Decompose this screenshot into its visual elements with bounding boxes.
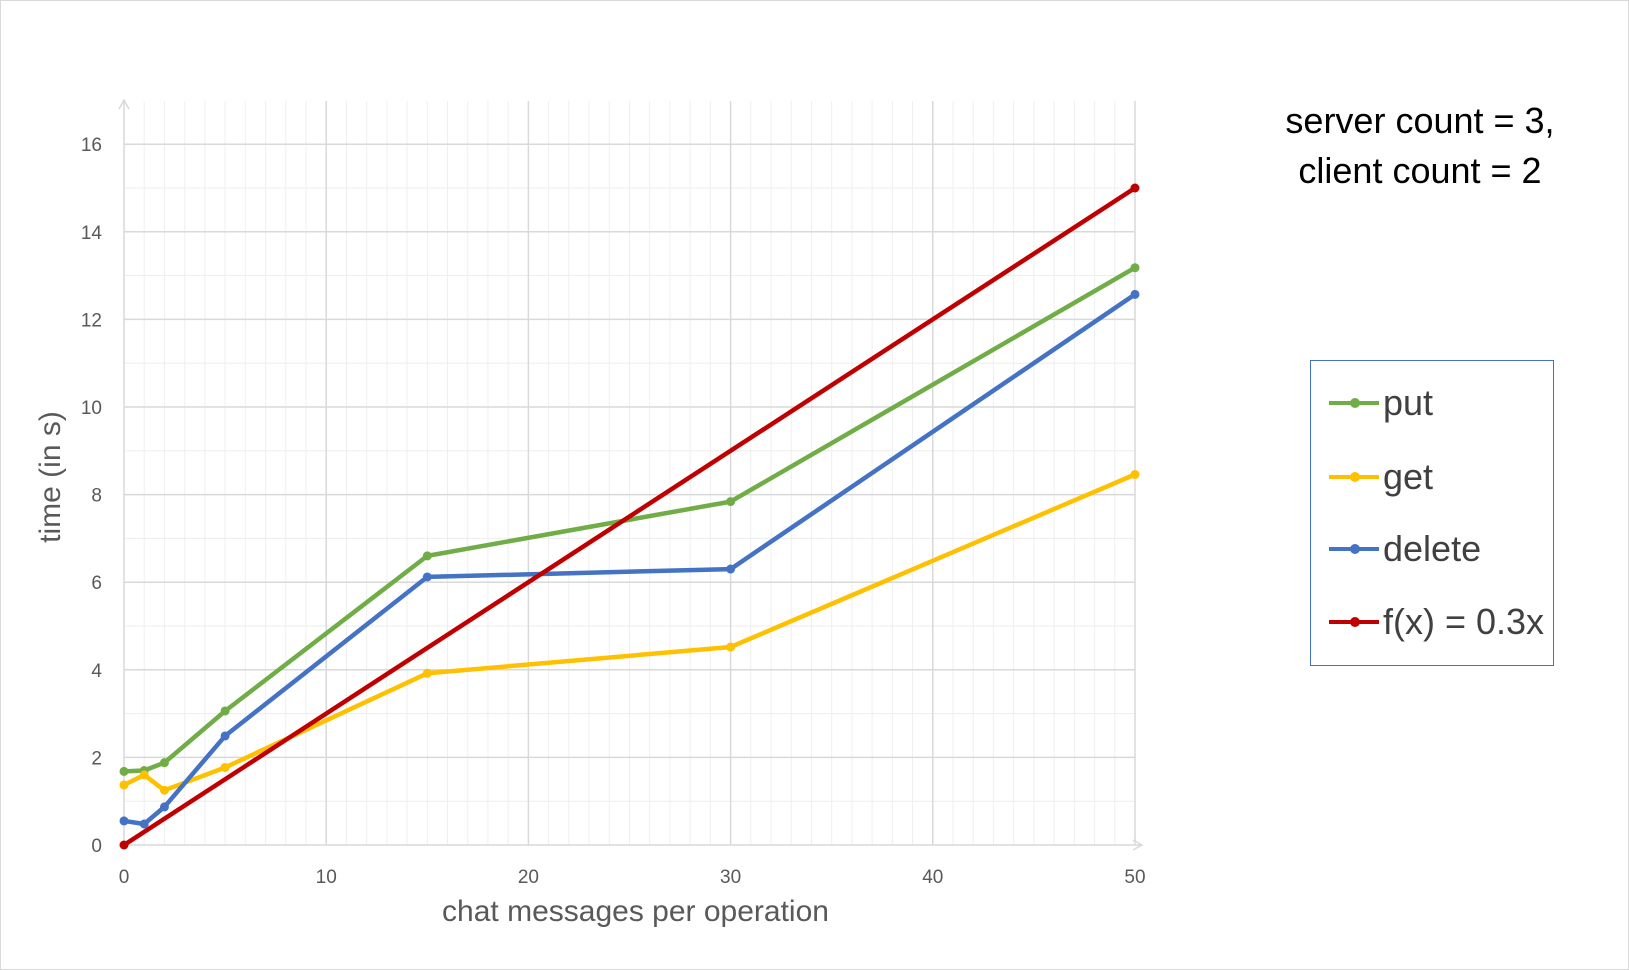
data-point [119, 816, 129, 826]
x-tick-label: 50 [1124, 867, 1145, 888]
data-point [159, 802, 169, 812]
data-point [422, 572, 432, 582]
data-point [220, 731, 230, 741]
data-point [139, 819, 149, 829]
annotation-line-1: server count = 3, [1285, 100, 1555, 141]
legend-label-delete: delete [1383, 528, 1482, 569]
axes [118, 98, 1144, 851]
x-tick-label: 30 [720, 867, 741, 888]
series-3 [119, 183, 1140, 850]
data-point [726, 497, 736, 507]
y-tick-label: 0 [91, 836, 102, 857]
data-point [1130, 289, 1140, 299]
legend-item-get: get [1329, 456, 1434, 497]
legend-item-put: put [1329, 382, 1434, 423]
y-axis-title: time (in s) [34, 411, 67, 543]
y-tick-label: 8 [91, 486, 102, 507]
x-tick-label: 40 [922, 867, 943, 888]
legend-swatch-fx [1329, 617, 1379, 627]
x-tick-label: 20 [518, 867, 539, 888]
series-line [121, 185, 1138, 848]
legend-item-fx: f(x) = 0.3x [1329, 601, 1545, 642]
data-point [726, 642, 736, 652]
legend-swatch-get [1329, 472, 1379, 482]
data-point [220, 762, 230, 772]
y-tick-label: 12 [81, 310, 102, 331]
data-point [1130, 469, 1140, 479]
data-point [220, 706, 230, 716]
data-point [119, 780, 129, 790]
data-point [726, 564, 736, 574]
minor-grid [124, 101, 1135, 845]
tick-labels: 0 10 20 30 40 50 0 2 4 6 8 10 12 14 16 [81, 135, 1146, 888]
x-tick-label: 0 [119, 867, 130, 888]
legend-label-put: put [1383, 382, 1434, 423]
y-tick-label: 16 [81, 135, 102, 156]
legend-label-fx: f(x) = 0.3x [1383, 601, 1545, 642]
x-tick-label: 10 [316, 867, 337, 888]
data-point [139, 770, 149, 780]
data-point [119, 766, 129, 776]
legend-label-get: get [1383, 456, 1434, 497]
series-group [119, 183, 1140, 850]
x-axis-title: chat messages per operation [442, 895, 829, 928]
y-axis-arrow [118, 98, 130, 110]
data-point [159, 758, 169, 768]
data-point [119, 840, 129, 850]
legend-swatch-put [1329, 398, 1379, 408]
y-tick-label: 4 [91, 661, 102, 682]
annotation-line-2: client count = 2 [1298, 150, 1542, 191]
data-point [422, 551, 432, 561]
data-point [159, 785, 169, 795]
data-point [422, 668, 432, 678]
series-2 [119, 289, 1140, 829]
y-tick-label: 14 [81, 223, 103, 244]
data-point [1130, 183, 1140, 193]
x-axis-arrow [1132, 839, 1144, 851]
annotation: server count = 3, client count = 2 [1230, 96, 1610, 196]
y-tick-label: 10 [81, 398, 102, 419]
legend: put get delete f(x) = 0.3x [1310, 360, 1554, 666]
data-point [1130, 263, 1140, 273]
y-tick-label: 6 [91, 573, 102, 594]
y-tick-label: 2 [91, 748, 102, 769]
legend-swatch-delete [1329, 544, 1379, 554]
series-1 [119, 469, 1140, 795]
legend-item-delete: delete [1329, 528, 1482, 569]
